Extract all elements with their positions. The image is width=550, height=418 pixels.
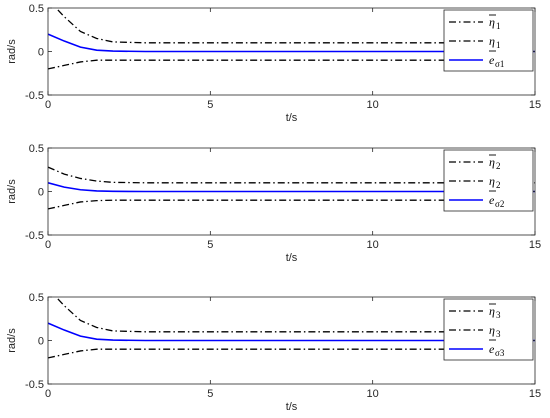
x-tick-label: 15	[529, 388, 541, 400]
series-line-3	[48, 33, 535, 53]
y-tick-label: 0	[38, 47, 44, 59]
x-tick-label: 0	[45, 388, 51, 400]
series-line-1	[55, 8, 535, 44]
legend-box	[443, 149, 534, 212]
legend-label-3: e	[489, 53, 495, 67]
legend-subscript: 2	[496, 180, 501, 190]
y-axis-label: rad/s	[6, 179, 18, 204]
legend-box	[443, 9, 534, 72]
legend-label-3: e	[489, 193, 495, 207]
y-tick-label: 0	[38, 187, 44, 199]
series-line-2	[48, 199, 535, 210]
y-tick-label: 0.5	[29, 143, 44, 155]
legend-subscript: 2	[496, 161, 501, 171]
legend-label-2: η	[489, 174, 495, 188]
series-line-2	[48, 348, 535, 359]
x-tick-label: 0	[45, 99, 51, 111]
y-tick-label: 0	[38, 336, 44, 348]
legend: η 1η 1e σ1	[443, 9, 534, 72]
x-tick-label: 10	[367, 99, 379, 111]
legend: η 2η 2e σ2	[443, 149, 534, 212]
legend-label-1: η	[489, 155, 495, 169]
series-line-2	[48, 59, 535, 70]
x-tick-label: 0	[45, 239, 51, 251]
x-tick-label: 5	[207, 99, 213, 111]
y-tick-label: 0.5	[29, 3, 44, 15]
legend-subscript: 1	[496, 21, 501, 31]
x-axis-label: t/s	[286, 401, 298, 413]
legend-label-1: η	[489, 304, 495, 318]
legend-label-1: η	[489, 15, 495, 29]
y-tick-label: 0.5	[29, 292, 44, 304]
x-tick-label: 5	[207, 388, 213, 400]
legend-subscript: σ2	[495, 199, 504, 209]
legend-label-2: η	[489, 323, 495, 337]
y-tick-label: -0.5	[25, 230, 44, 242]
y-tick-label: -0.5	[25, 379, 44, 391]
y-tick-label: -0.5	[25, 90, 44, 102]
x-tick-label: 10	[367, 239, 379, 251]
legend-subscript: σ3	[495, 348, 505, 358]
legend: η 3η 3e σ3	[443, 298, 534, 361]
legend-subscript: 3	[496, 310, 501, 320]
x-tick-label: 10	[367, 388, 379, 400]
series-line-3	[48, 322, 535, 342]
x-axis-label: t/s	[286, 112, 298, 124]
legend-subscript: σ1	[495, 59, 504, 69]
x-tick-label: 15	[529, 99, 541, 111]
series-line-3	[48, 182, 535, 193]
y-axis-label: rad/s	[6, 39, 18, 64]
x-tick-label: 15	[529, 239, 541, 251]
legend-subscript: 3	[496, 329, 501, 339]
legend-subscript: 1	[496, 40, 501, 50]
x-axis-label: t/s	[286, 252, 298, 264]
series-line-1	[55, 297, 535, 333]
legend-box	[443, 298, 534, 361]
legend-label-2: η	[489, 34, 495, 48]
x-tick-label: 5	[207, 239, 213, 251]
legend-label-3: e	[489, 342, 495, 356]
y-axis-label: rad/s	[6, 328, 18, 353]
